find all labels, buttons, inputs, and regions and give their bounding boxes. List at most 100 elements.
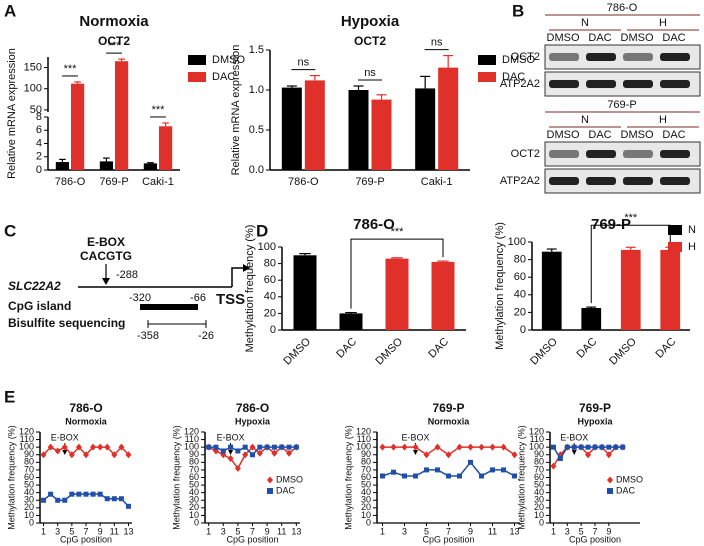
band — [623, 177, 653, 185]
panel-label: A — [4, 1, 16, 20]
bar-title: 769-P — [591, 216, 631, 233]
y-tick-label: 90 — [534, 449, 544, 459]
y-tick-label: 20 — [534, 502, 544, 512]
treatment: DMSO — [621, 32, 654, 44]
x-tick-label: 5 — [579, 526, 584, 536]
marker — [446, 473, 451, 479]
band — [586, 80, 616, 88]
marker — [257, 444, 263, 450]
y-tick-label: 8 — [36, 111, 42, 123]
band — [549, 150, 579, 158]
chart-subtitle: Hypoxia — [577, 416, 613, 426]
y-tick-label: 50 — [189, 479, 199, 489]
y-tick-label: 0 — [520, 324, 526, 336]
marker — [467, 443, 474, 451]
marker — [564, 444, 570, 450]
marker — [83, 451, 89, 459]
x-tick-label: 9 — [468, 526, 473, 536]
marker — [250, 452, 255, 458]
legend-swatch — [188, 72, 206, 82]
arrowhead — [102, 278, 110, 285]
marker — [456, 443, 463, 451]
marker — [501, 467, 506, 473]
y-tick-label: 120 — [19, 426, 34, 436]
x-tick-label: 769-P — [355, 176, 384, 188]
marker — [391, 469, 396, 475]
marker — [606, 444, 612, 450]
marker — [557, 456, 563, 462]
y-axis-label: Methylation frequency (%) — [244, 225, 256, 353]
marker — [62, 497, 68, 503]
band — [660, 80, 690, 88]
annotation: E-BOX — [51, 432, 79, 442]
x-tick-label: 3 — [221, 526, 226, 536]
marker — [54, 447, 61, 455]
y-tick-label: 90 — [24, 449, 34, 459]
marker — [61, 443, 68, 451]
marker — [468, 459, 473, 465]
significance-label: *** — [152, 104, 166, 116]
y-tick-label: 1.5 — [249, 44, 264, 56]
marker — [271, 449, 278, 457]
island-label: CpG island — [8, 299, 71, 313]
x-tick-label: 9 — [98, 526, 103, 536]
marker — [380, 473, 385, 479]
blot-row-label: ATP2A2 — [500, 78, 540, 90]
legend-label: DAC — [502, 71, 525, 83]
x-tick-label: Caki-1 — [421, 176, 453, 188]
y-tick-label: 60 — [361, 472, 371, 482]
y-tick-label: 90 — [189, 449, 199, 459]
treatment: DMSO — [621, 129, 654, 141]
y-tick-label: 80 — [534, 457, 544, 467]
bisulfite-label: Bisulfite sequencing — [8, 316, 125, 330]
legend-swatch — [188, 55, 206, 65]
legend-swatch — [668, 242, 682, 252]
marker — [592, 444, 598, 450]
significance-label: ns — [364, 67, 376, 79]
y-tick-label: 100 — [508, 236, 526, 248]
legend-label: DMSO — [502, 54, 535, 66]
legend-marker — [607, 488, 613, 494]
y-tick-label: 80 — [264, 258, 276, 270]
x-tick-label: 786-O — [288, 176, 319, 188]
marker — [585, 444, 591, 450]
promoter-diagram: E-BOX CACGTG -288 SLC22A2 -320 -66 TSS C… — [8, 235, 250, 342]
y-tick-label: 70 — [24, 464, 34, 474]
marker — [220, 448, 226, 454]
legend-marker — [267, 476, 273, 484]
condition: H — [659, 17, 667, 29]
y-tick-label: 0 — [366, 517, 371, 527]
condition: H — [659, 114, 667, 126]
y-tick-label: 60 — [514, 271, 526, 283]
y-tick-label: 100 — [19, 442, 34, 452]
marker — [413, 473, 418, 479]
y-axis-label: Relative mRNA expression — [230, 45, 242, 176]
y-tick-label: 120 — [356, 426, 371, 436]
marker — [213, 444, 219, 450]
bar — [415, 88, 436, 170]
band — [660, 150, 690, 158]
y-tick-label: 0 — [194, 517, 199, 527]
marker — [599, 444, 605, 450]
x-axis-label: CpG position — [422, 534, 474, 544]
bar — [114, 61, 129, 170]
marker — [104, 443, 111, 451]
chart-subtitle: OCT2 — [354, 34, 386, 48]
chart-title: 786-O — [236, 401, 269, 415]
marker — [68, 451, 75, 459]
band — [660, 53, 690, 61]
marker — [550, 462, 557, 470]
annotation: E-BOX — [560, 432, 588, 442]
marker — [256, 449, 263, 457]
significance-label: *** — [64, 63, 78, 75]
marker — [457, 473, 462, 479]
y-tick-label: 40 — [361, 487, 371, 497]
blot-row-label: OCT2 — [511, 51, 540, 63]
marker — [206, 444, 212, 450]
marker — [55, 497, 61, 503]
cell-line: 769-P — [607, 99, 636, 111]
x-tick-label: 769-P — [99, 176, 128, 188]
y-tick-label: 30 — [361, 495, 371, 505]
bar — [371, 99, 392, 170]
x-tick-label: 7 — [592, 526, 597, 536]
